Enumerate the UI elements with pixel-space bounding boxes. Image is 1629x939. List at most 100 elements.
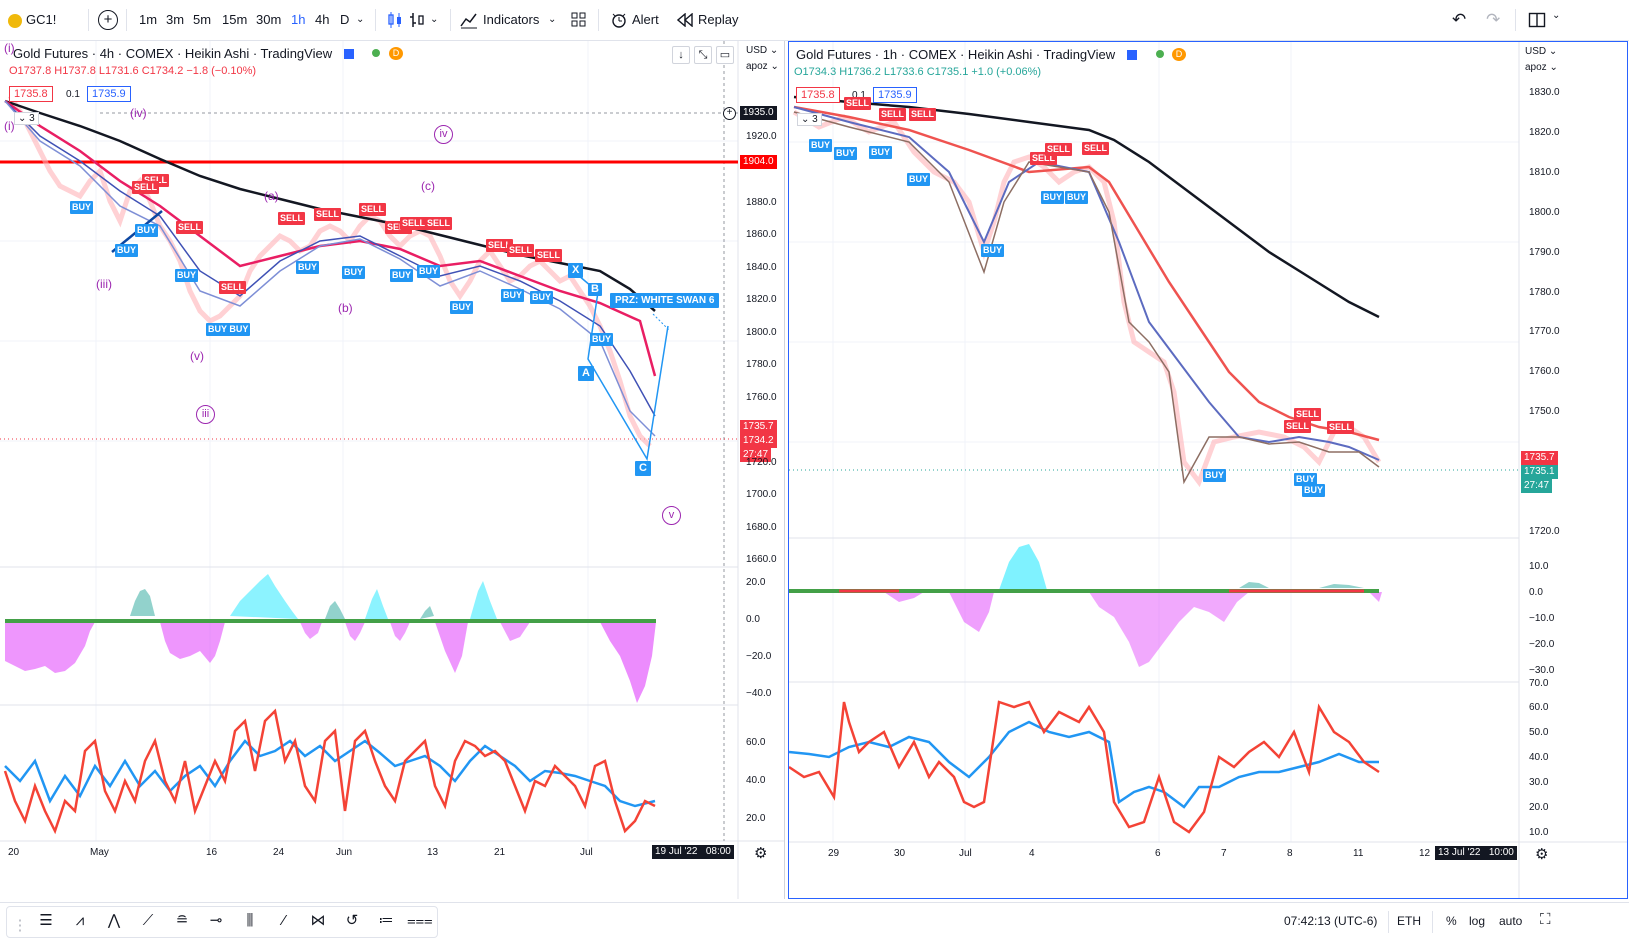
indicators-icon[interactable] [460,11,478,29]
alert-button[interactable]: Alert [632,12,659,27]
price-tick: 1790.0 [1529,247,1560,258]
price-tick: 1700.0 [746,489,777,500]
brush-icon[interactable]: ↺ [345,912,359,929]
right-ask-box[interactable]: 1735.9 [873,87,917,103]
interval-30m[interactable]: 30m [256,12,282,27]
right-chart-title[interactable]: Gold Futures · 1h · COMEX · Heikin Ashi … [796,47,1116,62]
replay-icon[interactable] [677,13,693,27]
left-chart[interactable]: Gold Futures · 4h · COMEX · Heikin Ashi … [0,41,785,899]
price-tick: 1860.0 [746,229,777,240]
arrow-down-icon[interactable]: ↓ [672,46,690,64]
candle-type-icon[interactable] [386,11,404,29]
session-button[interactable]: ETH [1397,914,1421,928]
chevron-down-icon[interactable]: ⌄ [548,14,557,25]
flag-icon[interactable] [344,49,354,59]
left-scale-mode[interactable]: apoz ⌄ [746,61,779,72]
right-scale-mode[interactable]: apoz ⌄ [1525,62,1558,73]
interval-3m[interactable]: 3m [166,12,185,27]
buy-signal: BUY [296,261,320,274]
layout-icon[interactable] [1528,11,1546,29]
left-chart-title[interactable]: Gold Futures · 4h · COMEX · Heikin Ashi … [13,46,333,61]
sell-signal: SELL [879,108,907,121]
currency-label: USD [1525,46,1547,57]
sell-signal: SELL [1284,420,1312,433]
vertical-lines-icon[interactable]: ⫼ [246,912,254,929]
redo-icon[interactable]: ↷ [1486,10,1501,29]
harmonic-point-b: B [588,283,602,296]
chevron-down-icon[interactable]: ⌄ [356,14,365,25]
left-ask-box[interactable]: 1735.9 [87,86,131,102]
left-currency-selector[interactable]: USD ⌄ [746,45,779,56]
undo-icon[interactable]: ↶ [1452,10,1467,29]
sell-signal: SELL [1082,142,1110,155]
menu-lines-icon[interactable]: ☰ [39,912,53,929]
interval-1h[interactable]: 1h [291,12,306,27]
currency-label: USD [746,45,768,56]
status-time[interactable]: 07:42:13 (UTC-6) [1284,914,1378,928]
session-dots-icon [372,49,380,57]
flag-icon[interactable] [1127,50,1137,60]
date-tick: 16 [206,847,218,858]
interval-d[interactable]: D [340,12,350,27]
osc-tick: −20.0 [1529,639,1555,650]
rsi-tick: 20.0 [1529,802,1549,813]
crosshair-price-tag: 1935.0 [740,106,777,120]
price-tick: 1800.0 [746,327,777,338]
log-button[interactable]: log [1469,914,1486,928]
trend-line-icon[interactable]: ⟋ [142,912,154,929]
elliott-wave-icon[interactable]: ⋀ [107,912,121,929]
settings-lines-icon[interactable]: ⩶ [407,912,433,929]
pattern-tool-icon[interactable]: ⩘ [75,912,85,929]
harmonic-pattern-icon[interactable]: ⋈ [310,912,326,929]
date-tick: 20 [8,847,20,858]
alert-clock-icon[interactable] [610,11,628,29]
crosshair-date-tag: 19 Jul '22 08:00 [652,845,734,859]
osc-tick: −40.0 [746,688,772,699]
plus-icon[interactable]: + [723,107,736,120]
object-tree-icon[interactable]: ≔ [378,912,394,929]
chevron-down-icon[interactable]: ⌄ [430,14,439,25]
osc-tick: 20.0 [746,577,766,588]
bar-type-icon[interactable] [408,11,426,29]
auto-button[interactable]: auto [1499,914,1523,928]
buy-signal: BUY [70,201,94,214]
buy-signal: BUY [342,266,366,279]
scale-mode-label: apoz [746,61,768,72]
drag-handle-icon[interactable]: ⋮ [12,917,28,934]
right-currency-selector[interactable]: USD ⌄ [1525,46,1558,57]
interval-5m[interactable]: 5m [193,12,212,27]
indicators-button[interactable]: Indicators [483,12,540,27]
right-chart-canvas[interactable] [789,42,1627,898]
rsi-tick: 60.0 [1529,702,1549,713]
ray-icon[interactable]: ⁄ [282,912,286,929]
maximize-icon[interactable]: ▭ [716,46,734,64]
right-indicator-count[interactable]: ⌄ 3 [797,113,822,126]
symbol-search[interactable]: GC1! [8,9,56,31]
interval-4h[interactable]: 4h [315,12,330,27]
percent-button[interactable]: % [1446,914,1457,928]
gear-icon[interactable]: ⚙ [1535,846,1549,863]
sell-signal: SELL [219,281,247,294]
templates-grid-icon[interactable] [570,11,588,29]
rsi-tick: 20.0 [746,813,766,824]
right-bid-box[interactable]: 1735.8 [796,87,840,103]
right-chart[interactable]: Gold Futures · 1h · COMEX · Heikin Ashi … [788,41,1628,899]
last-price-tag: 1735.7 [1521,451,1558,465]
compare-add-icon[interactable]: + [98,10,118,30]
rsi-tick: 40.0 [746,775,766,786]
replay-button[interactable]: Replay [698,12,739,27]
collapse-icon[interactable]: ⤡ [694,46,712,64]
gear-icon[interactable]: ⚙ [754,845,768,862]
price-tick: 1720.0 [1529,526,1560,537]
fullscreen-icon[interactable]: ⛶ [1540,911,1551,928]
left-bid-box[interactable]: 1735.8 [9,86,53,102]
left-chart-canvas[interactable] [0,41,784,899]
left-indicator-count[interactable]: ⌄ 3 [14,112,39,125]
interval-1m[interactable]: 1m [139,12,158,27]
chevron-down-icon[interactable]: ⌄ [1552,10,1561,21]
interval-15m[interactable]: 15m [222,12,248,27]
rsi-tick: 40.0 [1529,752,1549,763]
last-price-tag: 1735.7 [740,420,777,434]
horizontal-ray-icon[interactable]: ⊸ [209,912,223,929]
fib-tool-icon[interactable]: ≘ [175,912,189,929]
